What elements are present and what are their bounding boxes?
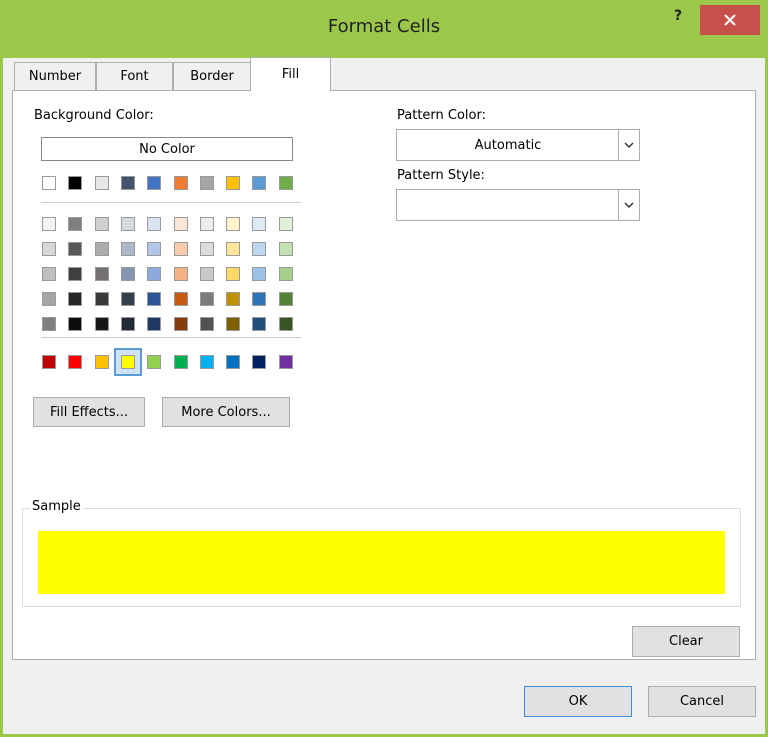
separator bbox=[41, 337, 301, 338]
color-swatch[interactable] bbox=[252, 217, 267, 231]
color-swatch[interactable] bbox=[226, 176, 241, 190]
color-swatch[interactable] bbox=[68, 292, 83, 306]
color-swatch[interactable] bbox=[42, 317, 56, 331]
pattern-color-combo[interactable]: Automatic bbox=[396, 129, 640, 161]
color-swatch[interactable] bbox=[94, 292, 109, 306]
color-swatch[interactable] bbox=[278, 292, 293, 306]
color-swatch[interactable] bbox=[278, 355, 293, 369]
color-swatch[interactable] bbox=[68, 176, 83, 190]
tab[interactable]: Fill bbox=[250, 57, 331, 91]
color-swatch[interactable] bbox=[226, 217, 241, 231]
combo-value: Automatic bbox=[474, 137, 542, 153]
color-swatch[interactable] bbox=[147, 355, 162, 369]
color-swatch[interactable] bbox=[147, 217, 162, 231]
color-swatch[interactable] bbox=[147, 267, 162, 281]
window-title: Format Cells bbox=[327, 16, 441, 37]
color-swatch[interactable] bbox=[94, 267, 109, 281]
dropdown-arrow bbox=[618, 130, 634, 160]
color-swatch[interactable] bbox=[68, 317, 83, 331]
ok-button[interactable]: OK bbox=[524, 686, 632, 717]
color-swatch[interactable] bbox=[94, 317, 109, 331]
title-bar: Format Cells ? bbox=[0, 0, 768, 58]
sample-preview bbox=[38, 531, 725, 594]
color-swatch[interactable] bbox=[120, 176, 135, 190]
tab[interactable]: Border bbox=[173, 62, 251, 90]
color-swatch[interactable] bbox=[199, 267, 214, 281]
tab[interactable]: Font bbox=[96, 62, 173, 90]
color-swatch[interactable] bbox=[226, 267, 241, 281]
color-swatch[interactable] bbox=[42, 242, 56, 256]
color-swatch[interactable] bbox=[226, 317, 241, 331]
color-swatch[interactable] bbox=[173, 242, 188, 256]
color-swatch[interactable] bbox=[120, 355, 135, 369]
tab[interactable]: Number bbox=[14, 62, 96, 90]
color-swatch[interactable] bbox=[252, 292, 267, 306]
color-swatch[interactable] bbox=[68, 355, 83, 369]
color-swatch[interactable] bbox=[199, 317, 214, 331]
clear-button[interactable]: Clear bbox=[632, 626, 740, 657]
color-swatch[interactable] bbox=[94, 217, 109, 231]
color-swatch[interactable] bbox=[252, 176, 267, 190]
no-color-button[interactable]: No Color bbox=[41, 137, 293, 161]
sample-group bbox=[22, 508, 741, 607]
fill-effects-button[interactable]: Fill Effects... bbox=[33, 397, 145, 427]
color-swatch[interactable] bbox=[42, 176, 56, 190]
dropdown-arrow bbox=[618, 190, 634, 220]
color-swatch[interactable] bbox=[120, 217, 135, 231]
color-swatch[interactable] bbox=[173, 317, 188, 331]
pattern-style-combo[interactable] bbox=[396, 189, 640, 221]
color-swatch[interactable] bbox=[278, 217, 293, 231]
color-swatch[interactable] bbox=[120, 292, 135, 306]
color-swatch[interactable] bbox=[278, 267, 293, 281]
color-swatch[interactable] bbox=[68, 217, 83, 231]
color-swatch[interactable] bbox=[199, 292, 214, 306]
color-swatch[interactable] bbox=[147, 292, 162, 306]
color-swatch[interactable] bbox=[226, 355, 241, 369]
color-swatch[interactable] bbox=[68, 267, 83, 281]
color-swatch[interactable] bbox=[278, 176, 293, 190]
color-swatch[interactable] bbox=[94, 242, 109, 256]
color-swatch[interactable] bbox=[94, 355, 109, 369]
color-swatch[interactable] bbox=[173, 292, 188, 306]
color-swatch[interactable] bbox=[278, 317, 293, 331]
color-swatch[interactable] bbox=[42, 292, 56, 306]
color-swatch[interactable] bbox=[199, 242, 214, 256]
color-swatch[interactable] bbox=[173, 267, 188, 281]
color-swatch[interactable] bbox=[252, 355, 267, 369]
color-swatch[interactable] bbox=[252, 267, 267, 281]
color-swatch[interactable] bbox=[94, 176, 109, 190]
color-swatch[interactable] bbox=[42, 355, 56, 369]
color-swatch[interactable] bbox=[173, 217, 188, 231]
color-swatch[interactable] bbox=[147, 176, 162, 190]
separator bbox=[41, 202, 301, 203]
color-swatch[interactable] bbox=[199, 355, 214, 369]
color-swatch[interactable] bbox=[42, 267, 56, 281]
color-swatch[interactable] bbox=[226, 292, 241, 306]
color-swatch[interactable] bbox=[147, 242, 162, 256]
color-swatch[interactable] bbox=[42, 217, 56, 231]
label: Pattern Color: bbox=[397, 108, 486, 123]
color-swatch[interactable] bbox=[147, 317, 162, 331]
color-swatch[interactable] bbox=[199, 217, 214, 231]
cancel-button[interactable]: Cancel bbox=[648, 686, 756, 717]
group-label: Sample bbox=[30, 499, 83, 514]
close-button[interactable] bbox=[700, 5, 760, 35]
color-swatch[interactable] bbox=[173, 176, 188, 190]
color-swatch[interactable] bbox=[120, 242, 135, 256]
color-swatch[interactable] bbox=[252, 317, 267, 331]
label: Pattern Style: bbox=[397, 168, 485, 183]
label: Background Color: bbox=[34, 108, 154, 123]
color-swatch[interactable] bbox=[120, 267, 135, 281]
color-swatch[interactable] bbox=[199, 176, 214, 190]
color-swatch[interactable] bbox=[226, 242, 241, 256]
color-swatch[interactable] bbox=[120, 317, 135, 331]
color-swatch[interactable] bbox=[278, 242, 293, 256]
color-swatch[interactable] bbox=[68, 242, 83, 256]
more-colors-button[interactable]: More Colors... bbox=[162, 397, 290, 427]
help-button[interactable]: ? bbox=[674, 8, 683, 24]
color-swatch[interactable] bbox=[173, 355, 188, 369]
color-swatch[interactable] bbox=[252, 242, 267, 256]
